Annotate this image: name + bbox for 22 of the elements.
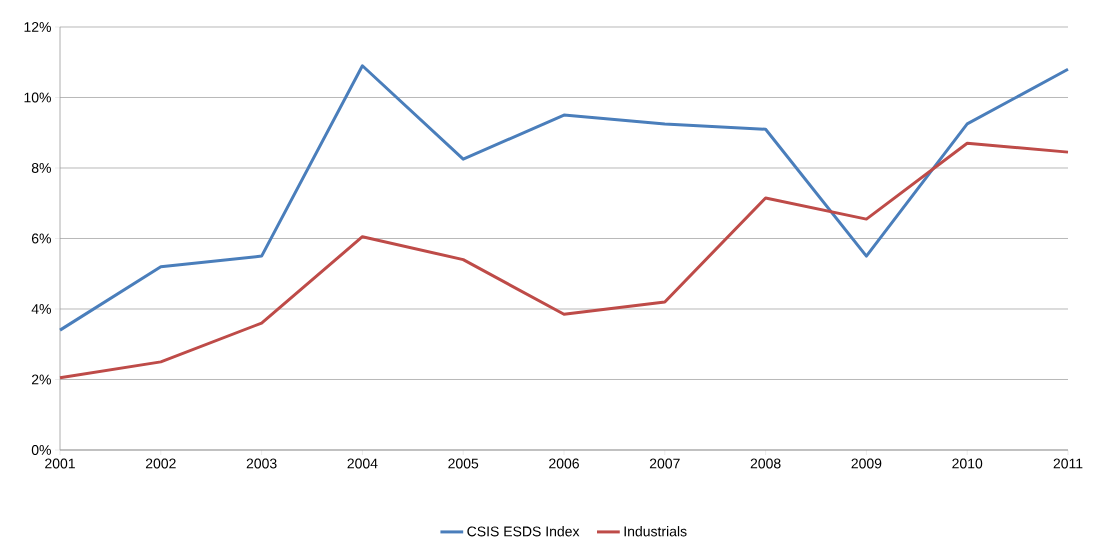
x-tick-label: 2004: [347, 458, 378, 469]
x-tick-label: 2011: [1053, 458, 1083, 469]
x-tick-label: 2002: [145, 458, 176, 469]
y-tick-label: 4%: [31, 304, 51, 314]
legend-label: Industrials: [624, 526, 687, 537]
line-series: [58, 64, 1070, 332]
y-tick-label: 8%: [31, 163, 51, 173]
legend-label: CSIS ESDS Index: [467, 526, 580, 537]
x-tick-label: 2001: [45, 458, 75, 469]
y-tick-label: 10%: [24, 92, 51, 103]
y-tick-label: 12%: [24, 22, 51, 32]
line-series: [58, 141, 1070, 380]
x-tick-label: 2005: [448, 458, 479, 469]
x-tick-label: 2008: [750, 458, 781, 469]
x-tick-label: 2007: [649, 458, 680, 469]
y-tick-label: 2%: [31, 374, 51, 385]
y-tick-label: 6%: [31, 233, 51, 244]
x-tick-label: 2003: [246, 458, 277, 469]
x-tick-label: 2006: [549, 458, 579, 469]
x-tick-label: 2010: [952, 458, 983, 469]
x-tick-label: 2009: [851, 458, 882, 469]
y-tick-label: 0%: [31, 445, 51, 455]
